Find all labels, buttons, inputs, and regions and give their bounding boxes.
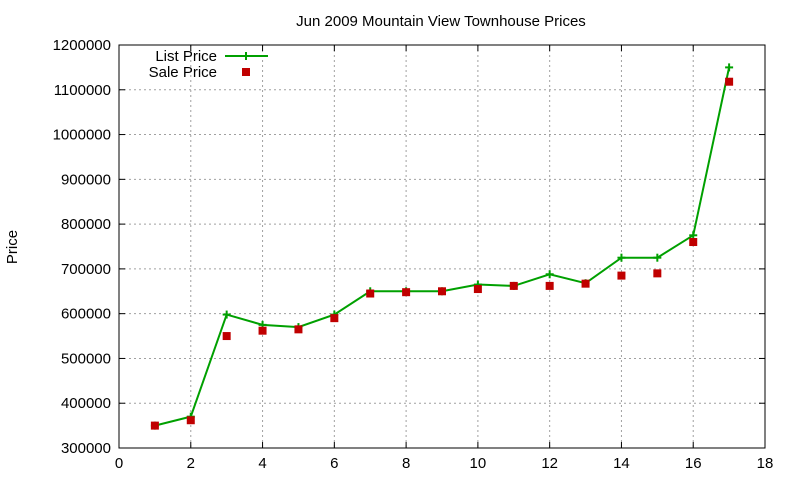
- chart-title: Jun 2009 Mountain View Townhouse Prices: [296, 13, 586, 30]
- x-tick-label: 12: [541, 455, 558, 472]
- series: [150, 63, 734, 430]
- sale-price-point: [653, 269, 662, 278]
- grid: [119, 45, 765, 448]
- list-price-line: [154, 67, 731, 427]
- legend-label: Sale Price: [149, 64, 217, 81]
- sale-price-point: [689, 238, 698, 247]
- x-tick-label: 2: [187, 455, 195, 472]
- sale-price-point: [617, 271, 626, 280]
- sale-price-point: [294, 325, 303, 334]
- x-tick-label: 10: [470, 455, 487, 472]
- y-tick-label: 1200000: [53, 37, 111, 54]
- x-tick-label: 8: [402, 455, 410, 472]
- sale-price-point: [186, 416, 195, 425]
- sale-price-point: [222, 332, 231, 341]
- sale-price-point: [402, 288, 411, 297]
- sale-price-point: [258, 326, 267, 335]
- x-tick-label: 16: [685, 455, 702, 472]
- legend-label: List Price: [155, 48, 217, 65]
- sale-price-point: [509, 281, 518, 290]
- y-tick-label: 900000: [61, 171, 111, 188]
- legend-item-list-price: List Price: [155, 48, 268, 65]
- sale-price-point: [330, 314, 339, 323]
- sale-price-point: [725, 77, 734, 86]
- y-tick-label: 700000: [61, 261, 111, 278]
- plot-frame: [118, 44, 766, 449]
- list-price-point: [653, 253, 662, 262]
- x-tick-label: 14: [613, 455, 630, 472]
- list-price-point: [725, 63, 734, 72]
- sale-price-point: [473, 285, 482, 294]
- y-axis-label: Price: [4, 230, 21, 264]
- y-tick-label: 800000: [61, 216, 111, 233]
- x-tick-label: 0: [115, 455, 123, 472]
- y-tick-label: 400000: [61, 395, 111, 412]
- x-tick-label: 6: [330, 455, 338, 472]
- sale-price-point: [581, 279, 590, 288]
- sale-price-point: [545, 281, 554, 290]
- y-tick-label: 300000: [61, 440, 111, 457]
- y-tick-label: 600000: [61, 306, 111, 323]
- legend-item-sale-price: Sale Price: [149, 64, 250, 81]
- x-tick-label: 18: [757, 455, 774, 472]
- sale-price-point: [438, 287, 446, 296]
- axis-ticks: 0 2 4 6 8 10 12 14 16 18 300000 400000 500000 600000 7…: [53, 37, 774, 472]
- sale-price-point: [366, 289, 375, 298]
- y-tick-label: 1000000: [53, 127, 111, 144]
- legend-swatch-marker: [242, 68, 250, 76]
- list-price-point: [545, 270, 554, 279]
- list-price-point: [222, 310, 231, 319]
- y-tick-label: 500000: [61, 350, 111, 367]
- list-price-point: [617, 253, 626, 262]
- x-tick-label: 4: [258, 455, 266, 472]
- y-tick-label: 1100000: [54, 82, 111, 99]
- legend-swatch-marker: [242, 52, 250, 60]
- sale-price-point: [150, 421, 159, 430]
- list-price-point: [689, 231, 698, 240]
